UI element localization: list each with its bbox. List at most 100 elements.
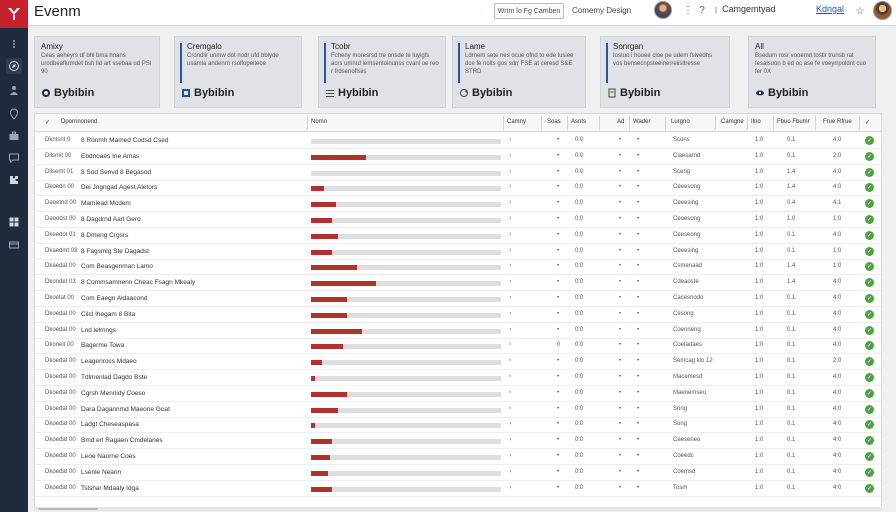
table-row[interactable]: Dkaedat 00 Com Beasgenman Lamo › • 0:0 • • Csme…: [35, 259, 881, 276]
check-circle-icon[interactable]: ✓: [865, 341, 874, 351]
check-circle-icon[interactable]: ✓: [865, 452, 874, 461]
column-header-worker[interactable]: Wader: [633, 119, 651, 125]
chevron-right-icon[interactable]: ›: [509, 262, 512, 270]
table-row[interactable]: Dkoedat 00 Cgrsh Menriidy Coeso › • 0:0 • • Mae…: [35, 386, 881, 402]
chevron-right-icon[interactable]: ›: [509, 183, 512, 191]
column-divider[interactable]: [599, 116, 600, 130]
chevron-right-icon[interactable]: ›: [509, 467, 512, 475]
brand-logo[interactable]: [0, 0, 28, 28]
column-divider[interactable]: [747, 116, 748, 130]
check-circle-icon[interactable]: ✓: [865, 294, 874, 303]
chevron-right-icon[interactable]: ›: [509, 436, 512, 444]
column-divider[interactable]: [567, 116, 568, 130]
check-circle-icon[interactable]: ✓: [865, 420, 874, 430]
check-circle-icon[interactable]: ✓: [865, 151, 874, 161]
chevron-right-icon[interactable]: ›: [509, 483, 512, 491]
column-header-check[interactable]: ✓: [45, 120, 51, 126]
summary-card[interactable]: Cremgalo Crondlir unmw dot nodr ufd bblyd…: [174, 36, 302, 108]
column-header-ilno[interactable]: Ilno: [751, 119, 761, 125]
table-row[interactable]: Dkoedat 00 Lsenle Neann › • 0:0 • • Coemsd 1:0 0.…: [35, 465, 881, 481]
help-icon[interactable]: ?: [699, 4, 705, 16]
check-circle-icon[interactable]: ✓: [865, 278, 874, 288]
profile-avatar[interactable]: [873, 1, 892, 20]
chevron-right-icon[interactable]: ›: [509, 357, 512, 365]
table-row[interactable]: Dkaedmt 03 8 Fagsmlg Ste Dagadst › • 0:0 • • Ce…: [35, 244, 881, 260]
star-icon[interactable]: ☆: [855, 5, 865, 17]
check-circle-icon[interactable]: ✓: [865, 199, 874, 209]
column-header-ok[interactable]: ✓: [865, 120, 871, 126]
table-row[interactable]: Daoetnd 00 Mamlead Mcdem › • 0:0 • • Ceeesing 1:…: [35, 196, 881, 213]
table-row[interactable]: Dkoedn 00 Dei Jngngad Agest Aletors › • 0:0 •…: [35, 180, 881, 197]
summary-card[interactable]: Tcobr Fcheny moresrsd tre onsde te luyigf…: [318, 36, 446, 108]
check-circle-icon[interactable]: ✓: [865, 167, 874, 177]
check-circle-icon[interactable]: ✓: [865, 136, 874, 145]
column-divider[interactable]: [773, 116, 774, 130]
puzzle-icon[interactable]: [6, 172, 22, 188]
column-divider[interactable]: [307, 116, 308, 130]
dots-icon[interactable]: [6, 36, 22, 52]
grid-icon[interactable]: [6, 214, 22, 230]
table-row[interactable]: Dkoedat 00 Cilcl Ihegam 8 Bita › • 0:0 • • Ceso…: [35, 307, 881, 323]
check-circle-icon[interactable]: ✓: [865, 436, 874, 446]
check-circle-icon[interactable]: ✓: [865, 483, 874, 493]
chevron-right-icon[interactable]: ›: [509, 215, 512, 222]
check-circle-icon[interactable]: ✓: [865, 262, 874, 272]
check-circle-icon[interactable]: ✓: [865, 215, 874, 224]
table-row[interactable]: Daoodst 00 8 Dagdrnd Aarl Gero › • 0:0 • • Ceoe…: [35, 212, 881, 228]
check-circle-icon[interactable]: ✓: [865, 357, 874, 367]
check-circle-icon[interactable]: ✓: [865, 309, 874, 319]
column-divider[interactable]: [503, 116, 504, 130]
check-circle-icon[interactable]: ✓: [865, 404, 874, 414]
avatar[interactable]: [654, 1, 672, 19]
table-row[interactable]: Dkoedat 00 Tslshar Mdaaly Idga › • 0:0 • • Tosm…: [35, 481, 881, 497]
check-circle-icon[interactable]: ✓: [865, 246, 874, 256]
top-link[interactable]: Comemy Design: [572, 6, 632, 15]
top-action-button[interactable]: Wrtm lo Fg Camben: [494, 3, 564, 19]
chevron-right-icon[interactable]: ›: [509, 136, 512, 143]
chevron-right-icon[interactable]: ›: [509, 373, 512, 380]
check-circle-icon[interactable]: ✓: [865, 388, 874, 398]
chevron-right-icon[interactable]: ›: [509, 278, 512, 286]
column-divider[interactable]: [859, 116, 860, 130]
card-icon[interactable]: [6, 237, 22, 253]
table-row[interactable]: Dkoedat 00 Leoe Naorne Coes › • 0:0 • • Coeedc 1…: [35, 449, 881, 465]
column-header-category[interactable]: Camny: [507, 119, 527, 125]
location-icon[interactable]: [6, 106, 22, 122]
chevron-right-icon[interactable]: ›: [509, 294, 512, 301]
chevron-right-icon[interactable]: ›: [509, 199, 512, 207]
chevron-right-icon[interactable]: ›: [509, 151, 512, 159]
chevron-right-icon[interactable]: ›: [509, 309, 512, 317]
column-header-lurgno[interactable]: Lurgno: [671, 119, 690, 125]
summary-card[interactable]: Sonrgan Iostuo i hooee cloe pe udem fslve…: [600, 36, 730, 108]
column-header-scat[interactable]: Soas: [547, 119, 561, 125]
column-header-name[interactable]: Nomn: [311, 119, 328, 125]
column-header-ats[interactable]: Asnts: [571, 119, 587, 125]
table-row[interactable]: Dkoedat 00 Ladgt Cheseaspasa › • 0:0 • • Sung 1:…: [35, 417, 881, 434]
person-icon[interactable]: [6, 82, 22, 98]
table-row[interactable]: Dkoneit 00 Bagerme Towa › 0 0:0 • • Coetadaes 1:…: [35, 338, 881, 355]
chat-icon[interactable]: [6, 150, 22, 166]
table-row[interactable]: Dkoedat 00 Tdlmenlad Dagdo Bste › • 0:0 • • Mac…: [35, 370, 881, 386]
table-row[interactable]: Dkoedat 00 Bmd erl Ragaen Cmdelanes › • 0:0 •…: [35, 433, 881, 450]
column-header-ad[interactable]: Ad: [617, 119, 625, 125]
column-divider[interactable]: [665, 116, 666, 130]
check-circle-icon[interactable]: ✓: [865, 373, 874, 382]
table-row[interactable]: Dilsemt 01 8 Sod Senvd 8 Begasod › • 0:0 • • Sc…: [35, 165, 881, 181]
check-circle-icon[interactable]: ✓: [865, 325, 874, 335]
column-divider[interactable]: [815, 116, 816, 130]
chevron-right-icon[interactable]: ›: [509, 452, 512, 459]
table-row[interactable]: Dkoedat 00 Leagenrocs Mdaeo › • 0:0 • • Semcag …: [35, 354, 881, 371]
table-row[interactable]: Dkondet 03 8 Commsamnenn Cheac Fsagn Mkea…: [35, 275, 881, 292]
briefcase-icon[interactable]: [6, 128, 22, 144]
kebab-icon[interactable]: ⋮: [683, 4, 693, 16]
chevron-right-icon[interactable]: ›: [509, 230, 512, 238]
chevron-right-icon[interactable]: ›: [509, 420, 512, 428]
table-row[interactable]: Dkoedat 00 Lnd lelmngs › • 0:0 • • Coenneng 1:0 0…: [35, 323, 881, 339]
chevron-right-icon[interactable]: ›: [509, 341, 512, 349]
table-row[interactable]: Dkoetat 00 Com Eaegn Aldaacond › • 0:0 • • Cace…: [35, 291, 881, 307]
summary-card[interactable]: Lame Ldrnem sete nes ocue ofnd to ede lus…: [452, 36, 586, 108]
table-row[interactable]: Dkoedat 00 Dara Dagannmd Maeone Goat › • 0:0…: [35, 402, 881, 418]
check-circle-icon[interactable]: ✓: [865, 183, 874, 193]
column-header-fbumr[interactable]: Fbuo Fbumr: [777, 119, 810, 125]
chevron-right-icon[interactable]: ›: [509, 246, 512, 254]
